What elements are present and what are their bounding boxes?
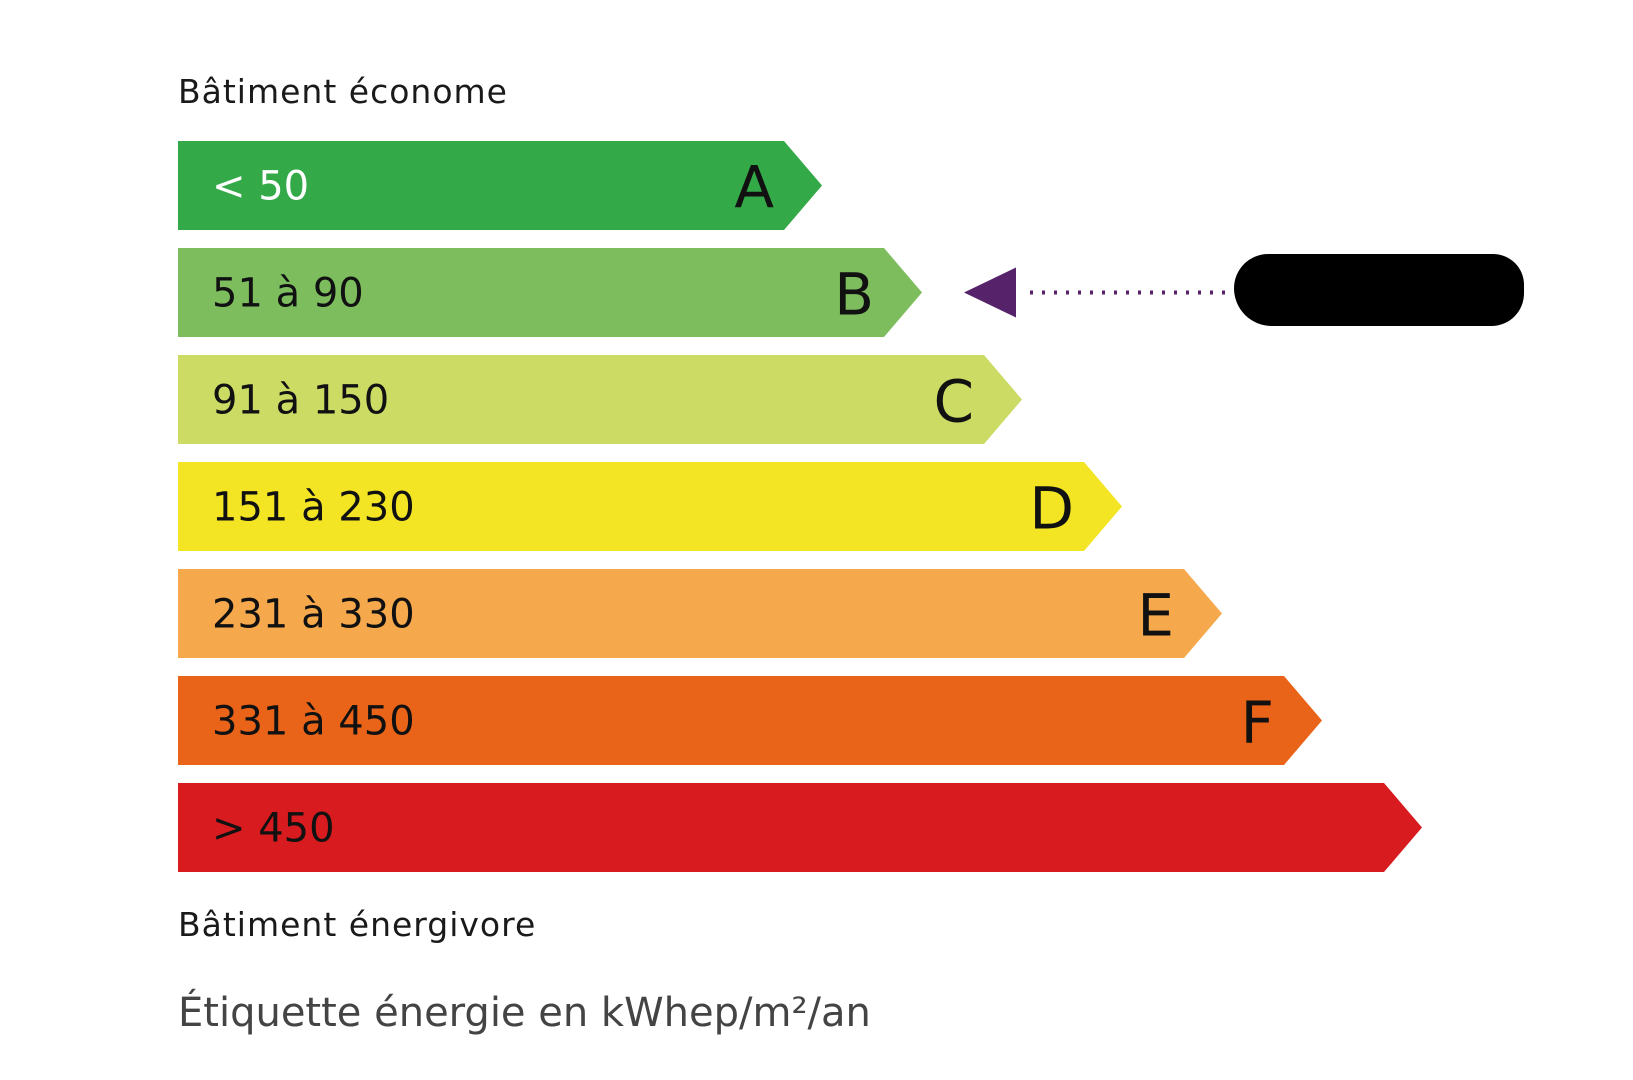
- bar-D: [178, 462, 1122, 551]
- top-label: Bâtiment économe: [178, 72, 508, 111]
- class-letter-C: C: [934, 368, 975, 436]
- class-letter-B: B: [834, 261, 874, 329]
- range-label-C: 91 à 150: [212, 378, 389, 424]
- bar-G: [178, 783, 1422, 872]
- class-letter-E: E: [1137, 582, 1174, 650]
- bar-E: [178, 569, 1222, 658]
- class-letter-F: F: [1241, 689, 1274, 757]
- class-letter-A: A: [734, 154, 774, 222]
- indicator-arrow-icon: [964, 267, 1016, 318]
- bar-F: [178, 676, 1322, 765]
- redacted-value: [1234, 254, 1524, 326]
- range-label-F: 331 à 450: [212, 699, 415, 745]
- bar-A: [178, 141, 822, 230]
- class-letter-D: D: [1029, 475, 1074, 543]
- bar-B: [178, 248, 922, 337]
- range-label-D: 151 à 230: [212, 485, 415, 531]
- bar-C: [178, 355, 1022, 444]
- bottom-label: Bâtiment énergivore: [178, 905, 537, 944]
- range-label-G: > 450: [212, 806, 335, 852]
- footer-unit-label: Étiquette énergie en kWhep/m²/an: [178, 990, 871, 1036]
- range-label-B: 51 à 90: [212, 271, 364, 317]
- range-label-A: < 50: [212, 164, 309, 210]
- range-label-E: 231 à 330: [212, 592, 415, 638]
